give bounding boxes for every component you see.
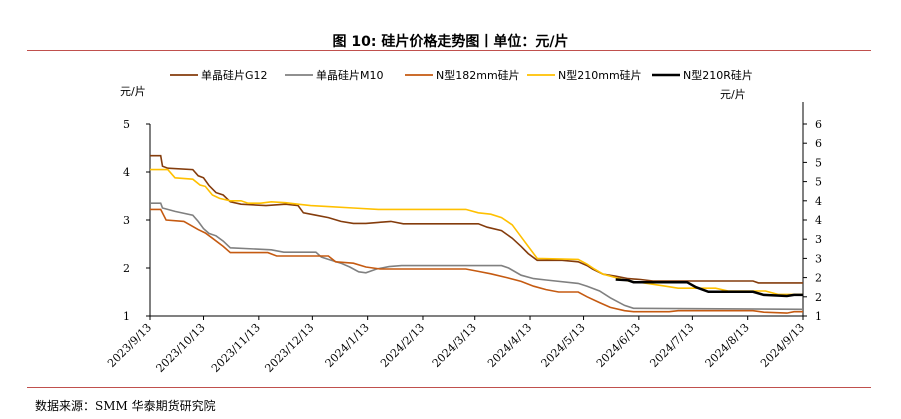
series-line-4: [615, 278, 803, 298]
x-tick-label: 2023/12/13: [262, 321, 316, 375]
y-right-tick-label: 3: [815, 233, 822, 246]
y-left-tick-label: 2: [123, 262, 130, 275]
x-tick-label: 2024/7/13: [647, 321, 696, 370]
y-right-tick-label: 2: [815, 291, 822, 304]
y-right-tick-label: 5: [815, 156, 822, 169]
y-right-tick-label: 1: [815, 310, 822, 323]
y-left-tick-label: 5: [123, 118, 130, 131]
series-line-2: [150, 208, 803, 314]
title-divider: [27, 50, 871, 51]
series-layer: [150, 154, 804, 314]
series-line-3: [150, 168, 803, 296]
y-right-tick-label: 4: [815, 214, 822, 227]
y-right-tick-label: 2: [815, 272, 822, 285]
y-right-tick-label: 3: [815, 252, 822, 265]
y-right-tick-label: 4: [815, 195, 822, 208]
legend-label-2: N型182mm硅片: [436, 68, 520, 82]
x-tick-label: 2024/5/13: [539, 321, 588, 370]
y-right-tick-label: 6: [815, 137, 822, 150]
x-tick-label: 2023/9/13: [105, 321, 154, 370]
x-tick-label: 2024/2/13: [378, 321, 427, 370]
series-line-1: [150, 202, 804, 311]
y-left-tick-label: 3: [123, 214, 130, 227]
page-title: 图 10: 硅片价格走势图丨单位：元/片: [332, 34, 569, 50]
y-right-axis-label: 元/片: [720, 88, 746, 101]
x-tick-label: 2024/9/13: [758, 321, 807, 370]
x-tick-label: 2023/10/13: [154, 321, 208, 375]
chart-legend: 单晶硅片G12 单晶硅片M10 N型182mm硅片 N型210mm硅片 N型210R硅片: [170, 68, 753, 82]
x-tick-label: 2023/11/13: [209, 321, 263, 375]
x-tick-label: 2024/4/13: [485, 321, 534, 370]
y-right-tick-label: 6: [815, 118, 822, 131]
y-left-tick-label: 1: [123, 310, 130, 323]
legend-label-4: N型210R硅片: [683, 68, 753, 82]
source-note: 数据来源：SMM 华泰期货研究院: [35, 399, 216, 413]
x-tick-label: 2024/1/13: [323, 321, 372, 370]
legend-label-3: N型210mm硅片: [558, 68, 642, 82]
x-tick-label: 2024/8/13: [703, 321, 752, 370]
legend-label-0: 单晶硅片G12: [201, 69, 268, 82]
x-tick-label: 2024/6/13: [594, 321, 643, 370]
x-tick-label: 2024/3/13: [430, 321, 479, 370]
y-left-tick-label: 4: [123, 166, 130, 179]
footer-divider: [27, 387, 871, 388]
legend-label-1: 单晶硅片M10: [316, 69, 384, 82]
series-line-0: [150, 154, 803, 284]
y-right-tick-label: 5: [815, 176, 822, 189]
y-left-axis-label: 元/片: [120, 85, 146, 98]
